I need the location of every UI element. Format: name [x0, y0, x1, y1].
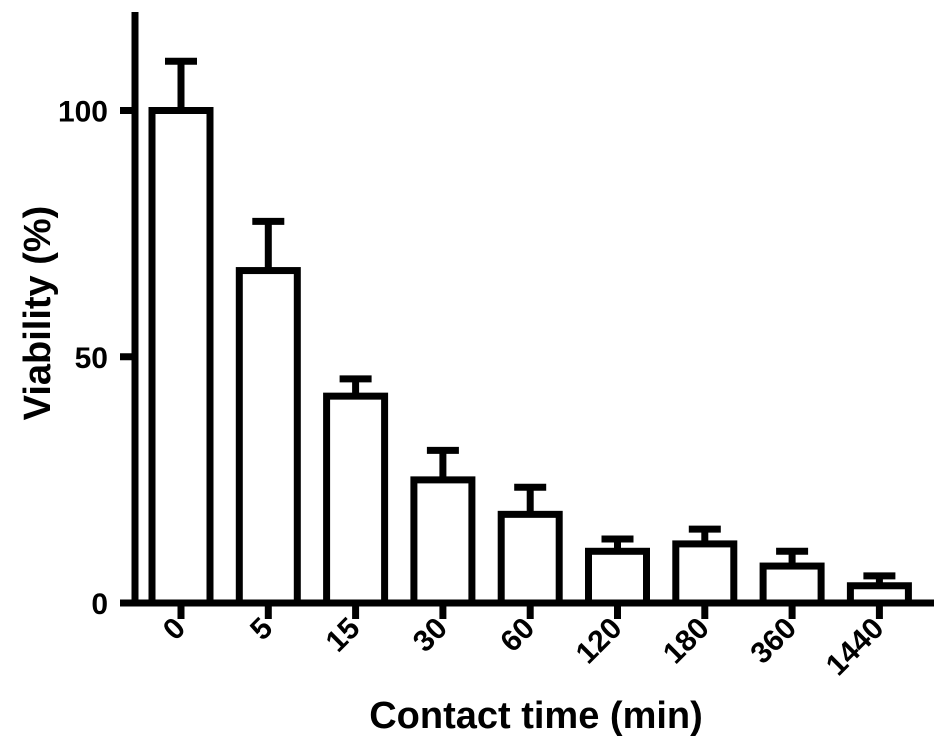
bar-30	[410, 476, 476, 607]
bar-60	[497, 510, 563, 607]
bar-0	[148, 107, 214, 607]
y-tick-label: 0	[91, 588, 108, 621]
x-tick-label: 60	[494, 612, 541, 659]
x-tick-label: 30	[407, 612, 454, 659]
x-axis-title: Contact time (min)	[369, 695, 703, 737]
x-ticks: 0 5 15 30 60 120 180 360 1440	[157, 603, 891, 683]
bar-15	[323, 392, 389, 607]
bars	[148, 57, 912, 607]
x-tick-label: 0	[157, 612, 192, 647]
y-tick-label: 50	[75, 342, 108, 375]
bar-5	[235, 267, 301, 607]
x-tick-label: 180	[657, 612, 716, 671]
x-tick-label: 360	[744, 612, 803, 671]
y-tick-label: 100	[58, 96, 108, 129]
x-tick-label: 5	[244, 612, 279, 647]
bar-1440	[846, 582, 912, 607]
x-tick-label: 15	[320, 612, 367, 659]
y-ticks: 0 50 100	[58, 96, 135, 621]
bar-360	[759, 562, 825, 607]
y-axis-title: Viability (%)	[17, 206, 59, 421]
bar-120	[585, 547, 650, 607]
x-tick-label: 1440	[820, 612, 891, 683]
bar-180	[672, 540, 738, 607]
x-tick-label: 120	[570, 612, 629, 671]
